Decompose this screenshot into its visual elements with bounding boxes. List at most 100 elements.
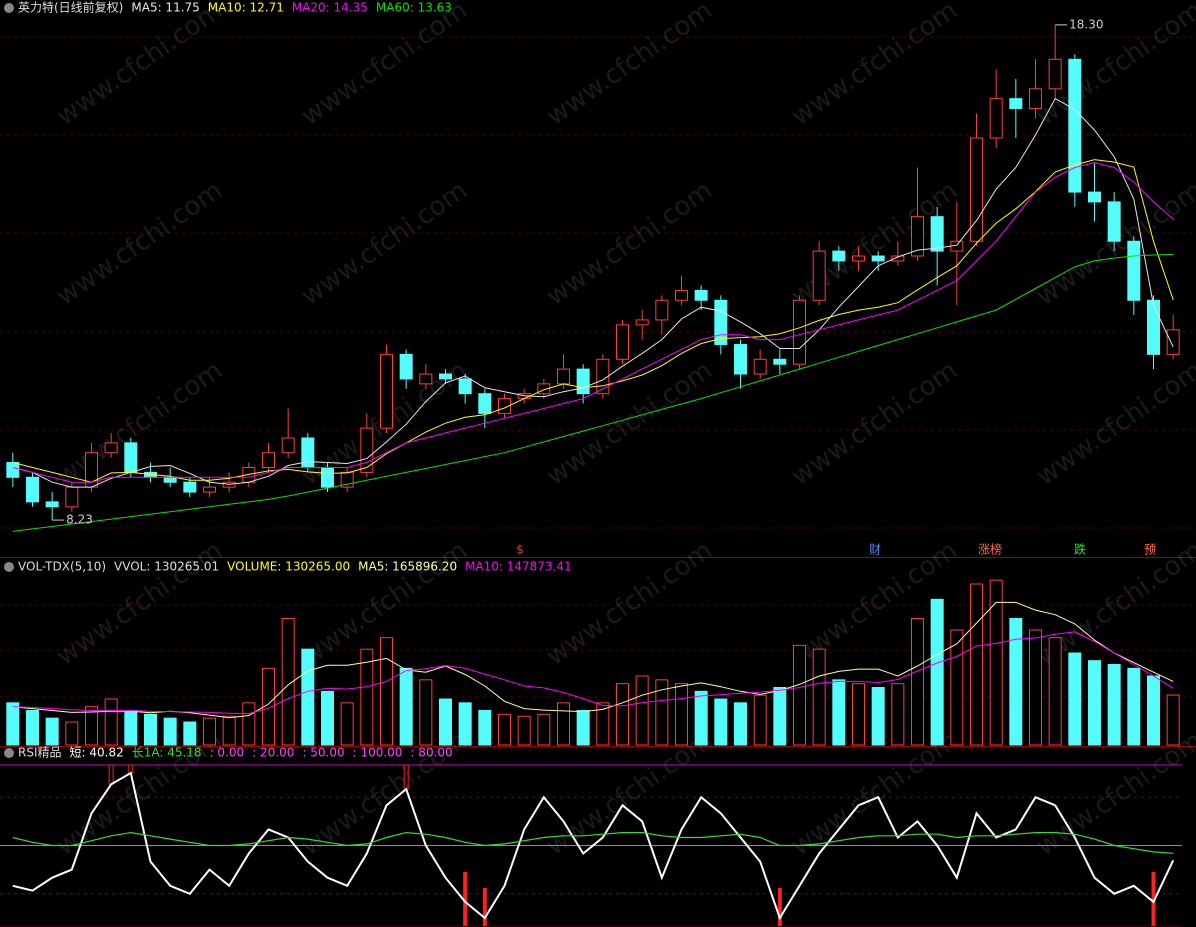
- candle-body: [65, 486, 79, 508]
- signal-bar: [777, 887, 782, 926]
- candle-body: [734, 344, 747, 375]
- volume-bar: [950, 629, 964, 746]
- volume-bar: [301, 648, 315, 746]
- volume-bar: [812, 648, 826, 746]
- event-marker: $: [516, 543, 524, 557]
- volume-bar: [281, 618, 295, 746]
- volume-bar: [576, 710, 590, 746]
- volume-bar: [1029, 629, 1042, 746]
- header-text: : 50.00: [302, 746, 344, 760]
- volume-bar: [85, 706, 98, 746]
- event-marker: 财: [869, 543, 881, 557]
- candle-body: [635, 319, 649, 326]
- volume-bar: [1166, 694, 1180, 746]
- volume-bar: [753, 694, 767, 746]
- candle-body: [281, 437, 295, 454]
- volume-bar: [65, 721, 79, 746]
- volume-bar: [989, 579, 1003, 746]
- candle-body: [360, 427, 374, 473]
- volume-bar: [911, 618, 924, 746]
- candle-body: [478, 393, 492, 414]
- header-text: : 0.00: [210, 746, 245, 760]
- volume-bar: [399, 667, 413, 746]
- header-text: : 100.00: [353, 746, 403, 760]
- volume-bar: [458, 702, 472, 746]
- volume-bar: [517, 715, 531, 746]
- header-text: MA5: 11.75: [131, 1, 199, 15]
- header-text: : 80.00: [410, 746, 452, 760]
- volume-bar: [714, 698, 728, 746]
- volume-bar: [616, 683, 629, 746]
- candle-body: [852, 255, 865, 262]
- volume-bar: [360, 648, 374, 746]
- volume-bar: [478, 710, 492, 746]
- volume-bar: [321, 690, 334, 746]
- candle-body: [45, 501, 59, 508]
- candle-body: [1127, 240, 1141, 301]
- candle-body: [753, 358, 767, 375]
- ma-line: [12, 159, 1174, 483]
- volume-bar: [1127, 667, 1141, 746]
- header-text: MA10: 12.71: [208, 1, 284, 15]
- candle-body: [6, 462, 20, 478]
- signal-bar: [463, 871, 468, 926]
- candle-body: [832, 250, 846, 262]
- header-text: MA60: 13.63: [376, 1, 452, 15]
- header-text: 英力特(日线前复权): [18, 0, 123, 15]
- volume-bar: [222, 715, 236, 746]
- annotation-label: 18.30: [1069, 17, 1103, 31]
- event-marker: 预: [1144, 543, 1156, 557]
- candle-body: [498, 398, 511, 414]
- volume-bar: [970, 583, 983, 746]
- volume-bar: [419, 679, 433, 746]
- header-icon: [4, 748, 14, 758]
- volume-bar: [871, 687, 885, 746]
- candle-body: [989, 98, 1003, 139]
- candle-body: [537, 383, 551, 395]
- volume-bar: [183, 721, 197, 746]
- volume-ma-line: [12, 601, 1174, 719]
- volume-bar: [262, 667, 275, 746]
- candle-body: [321, 466, 334, 488]
- ma-line: [12, 254, 1174, 532]
- volume-bar: [1048, 637, 1062, 746]
- volume-bar: [1088, 660, 1101, 746]
- volume-bar: [340, 702, 354, 746]
- candle-body: [891, 255, 905, 262]
- header-text: : 20.00: [252, 746, 294, 760]
- candle-body: [1068, 58, 1082, 193]
- candle-body: [655, 299, 669, 321]
- candle-body: [1147, 299, 1160, 355]
- header-text: MA10: 147873.41: [465, 560, 572, 574]
- header-text: MA20: 14.35: [292, 1, 368, 15]
- header-text: VOLUME: 130265.00: [227, 560, 350, 574]
- header-text: MA5: 165896.20: [358, 560, 457, 574]
- header-text: VOL-TDX(5,10): [18, 560, 106, 574]
- volume-bar: [694, 690, 708, 746]
- candle-body: [675, 289, 688, 301]
- volume-bar: [1107, 664, 1121, 746]
- candle-body: [1009, 98, 1023, 109]
- candle-body: [576, 368, 590, 395]
- volume-bar: [852, 683, 865, 746]
- volume-bar: [6, 702, 20, 746]
- candle-body: [203, 486, 216, 493]
- candle-body: [124, 442, 138, 473]
- candle-body: [419, 373, 433, 385]
- annotation-label: 8.23: [66, 513, 93, 527]
- volume-bar: [891, 683, 905, 746]
- volume-bar: [163, 717, 177, 746]
- candle-body: [163, 476, 177, 483]
- candle-body: [1048, 58, 1062, 90]
- candle-body: [301, 437, 315, 468]
- volume-bar: [104, 698, 118, 746]
- volume-bar: [734, 702, 747, 746]
- signal-bar: [1151, 871, 1156, 926]
- volume-bar: [498, 713, 511, 746]
- header-text: RSI精品: [18, 746, 62, 760]
- candle-body: [911, 216, 924, 257]
- candle-body: [1107, 201, 1121, 242]
- candle-body: [930, 216, 944, 252]
